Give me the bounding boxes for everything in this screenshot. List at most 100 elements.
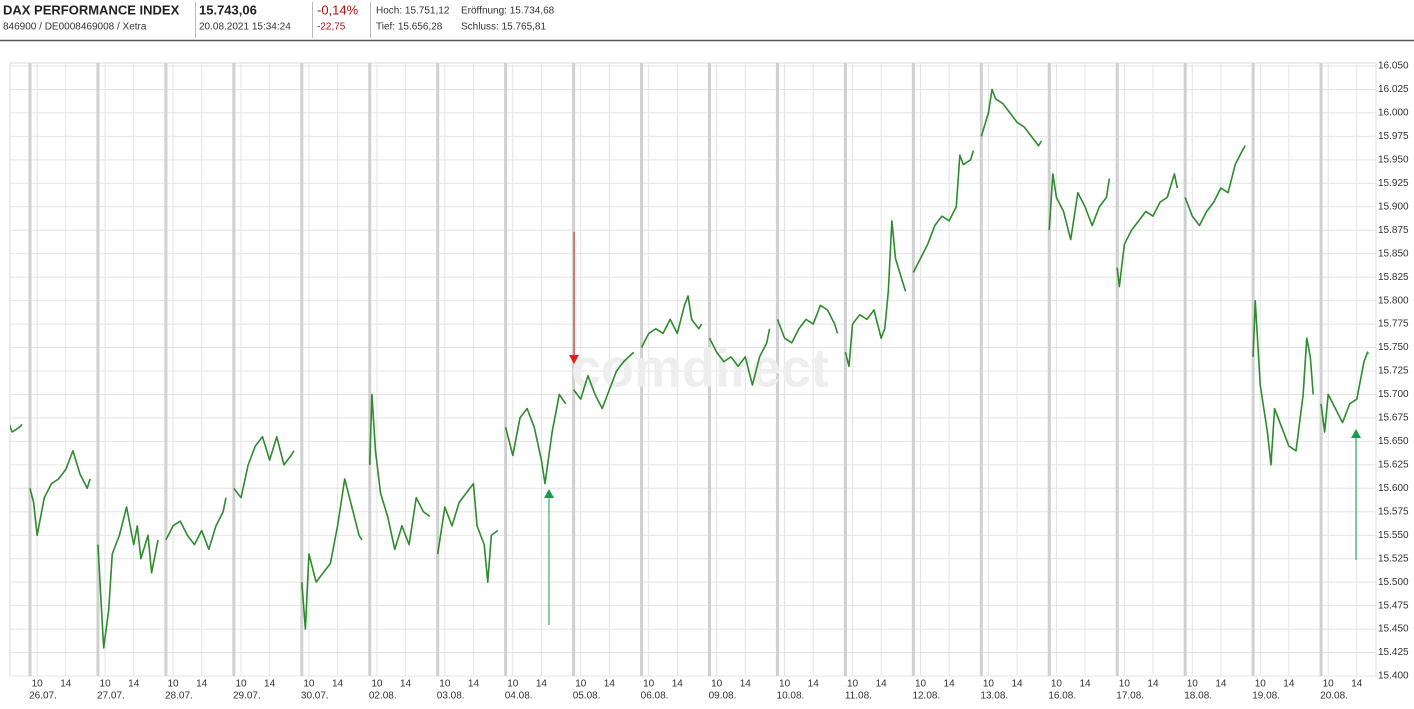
price-line bbox=[1116, 173, 1179, 288]
y-tick-label: 15.900 bbox=[1378, 201, 1409, 212]
watermark: comdirect bbox=[571, 338, 829, 398]
price-line bbox=[1048, 173, 1111, 241]
x-tick-label: 14 bbox=[1012, 679, 1024, 690]
price-line bbox=[912, 150, 975, 273]
price-line bbox=[233, 435, 295, 499]
price-line bbox=[29, 449, 91, 537]
x-tick-label: 10 bbox=[507, 679, 519, 690]
x-tick-label: 14 bbox=[60, 679, 72, 690]
price-line bbox=[301, 478, 363, 630]
x-tick-label: 10 bbox=[167, 679, 179, 690]
y-tick-label: 15.400 bbox=[1378, 671, 1409, 682]
x-tick-label: 10 bbox=[1255, 679, 1267, 690]
x-tick-label: 10 bbox=[983, 679, 995, 690]
x-tick-label: 14 bbox=[876, 679, 888, 690]
price-line bbox=[1184, 145, 1246, 227]
x-date-label: 06.08. bbox=[641, 691, 669, 702]
x-tick-label: 10 bbox=[1051, 679, 1063, 690]
y-tick-label: 15.800 bbox=[1378, 295, 1409, 306]
x-tick-label: 14 bbox=[332, 679, 344, 690]
y-tick-label: 15.450 bbox=[1378, 624, 1409, 635]
y-tick-label: 15.825 bbox=[1378, 272, 1409, 283]
price-line bbox=[97, 506, 159, 649]
x-tick-label: 10 bbox=[779, 679, 791, 690]
price-line bbox=[844, 220, 907, 368]
x-tick-label: 14 bbox=[808, 679, 820, 690]
x-tick-label: 10 bbox=[100, 679, 112, 690]
x-tick-label: 10 bbox=[1119, 679, 1131, 690]
y-tick-label: 15.750 bbox=[1378, 342, 1409, 353]
arrow-head bbox=[569, 355, 579, 364]
x-date-label: 12.08. bbox=[912, 691, 940, 702]
price-line bbox=[640, 295, 703, 348]
x-tick-label: 14 bbox=[264, 679, 276, 690]
open: Eröffnung: 15.734,68 bbox=[461, 6, 555, 17]
x-date-label: 02.08. bbox=[369, 691, 397, 702]
y-tick-label: 16.050 bbox=[1378, 61, 1409, 72]
x-tick-label: 14 bbox=[1351, 679, 1363, 690]
x-date-label: 04.08. bbox=[505, 691, 533, 702]
y-tick-label: 15.775 bbox=[1378, 319, 1409, 330]
x-tick-label: 10 bbox=[847, 679, 859, 690]
y-tick-label: 15.850 bbox=[1378, 248, 1409, 259]
arrow-head bbox=[1351, 429, 1361, 438]
x-tick-label: 14 bbox=[536, 679, 548, 690]
y-tick-label: 15.625 bbox=[1378, 459, 1409, 470]
y-tick-label: 15.600 bbox=[1378, 483, 1409, 494]
x-date-label: 29.07. bbox=[233, 691, 261, 702]
x-tick-label: 10 bbox=[32, 679, 44, 690]
timestamp: 20.08.2021 15:34:24 bbox=[199, 22, 291, 33]
y-tick-label: 15.475 bbox=[1378, 600, 1409, 611]
y-tick-label: 15.950 bbox=[1378, 154, 1409, 165]
x-date-label: 13.08. bbox=[980, 691, 1008, 702]
x-date-label: 19.08. bbox=[1252, 691, 1280, 702]
change-pct: -0,14% bbox=[317, 2, 359, 17]
arrow-head bbox=[544, 489, 554, 498]
x-tick-label: 10 bbox=[235, 679, 247, 690]
price-line bbox=[708, 328, 771, 386]
close: Schluss: 15.765,81 bbox=[461, 22, 546, 33]
x-date-label: 10.08. bbox=[777, 691, 805, 702]
y-tick-label: 15.875 bbox=[1378, 225, 1409, 236]
ident: 846900 / DE0008469008 / Xetra bbox=[3, 22, 147, 33]
y-tick-label: 16.025 bbox=[1378, 84, 1409, 95]
y-tick-label: 15.700 bbox=[1378, 389, 1409, 400]
x-tick-label: 10 bbox=[915, 679, 927, 690]
x-tick-label: 10 bbox=[1187, 679, 1199, 690]
y-tick-label: 15.675 bbox=[1378, 413, 1409, 424]
y-tick-label: 15.575 bbox=[1378, 506, 1409, 517]
x-tick-label: 14 bbox=[1215, 679, 1227, 690]
x-tick-label: 14 bbox=[672, 679, 684, 690]
x-date-label: 11.08. bbox=[845, 691, 872, 702]
x-tick-label: 10 bbox=[371, 679, 383, 690]
change-abs: -22,75 bbox=[317, 22, 346, 33]
x-tick-label: 14 bbox=[400, 679, 412, 690]
x-tick-label: 14 bbox=[944, 679, 956, 690]
x-date-label: 17.08. bbox=[1116, 691, 1144, 702]
x-tick-label: 10 bbox=[1323, 679, 1335, 690]
y-tick-label: 15.925 bbox=[1378, 178, 1409, 189]
price-line bbox=[572, 351, 635, 410]
y-tick-label: 15.550 bbox=[1378, 530, 1409, 541]
x-tick-label: 14 bbox=[196, 679, 208, 690]
x-date-label: 28.07. bbox=[165, 691, 193, 702]
x-tick-label: 14 bbox=[740, 679, 752, 690]
x-date-label: 26.07. bbox=[29, 691, 57, 702]
axis-labels: 15.400 15.425 15.450 15.475 15.500 15.525 15.5… bbox=[29, 61, 1409, 702]
y-tick-label: 15.425 bbox=[1378, 647, 1409, 658]
x-date-label: 05.08. bbox=[573, 691, 601, 702]
x-date-label: 03.08. bbox=[437, 691, 465, 702]
x-tick-label: 10 bbox=[643, 679, 655, 690]
x-tick-label: 14 bbox=[604, 679, 616, 690]
x-date-label: 30.07. bbox=[301, 691, 329, 702]
x-tick-label: 14 bbox=[468, 679, 480, 690]
x-tick-label: 10 bbox=[575, 679, 587, 690]
x-date-label: 20.08. bbox=[1320, 691, 1348, 702]
y-tick-label: 15.500 bbox=[1378, 577, 1409, 588]
grid bbox=[9, 62, 1377, 677]
x-tick-label: 14 bbox=[1147, 679, 1159, 690]
x-date-label: 16.08. bbox=[1048, 691, 1076, 702]
low: Tief: 15.656,28 bbox=[376, 22, 443, 33]
